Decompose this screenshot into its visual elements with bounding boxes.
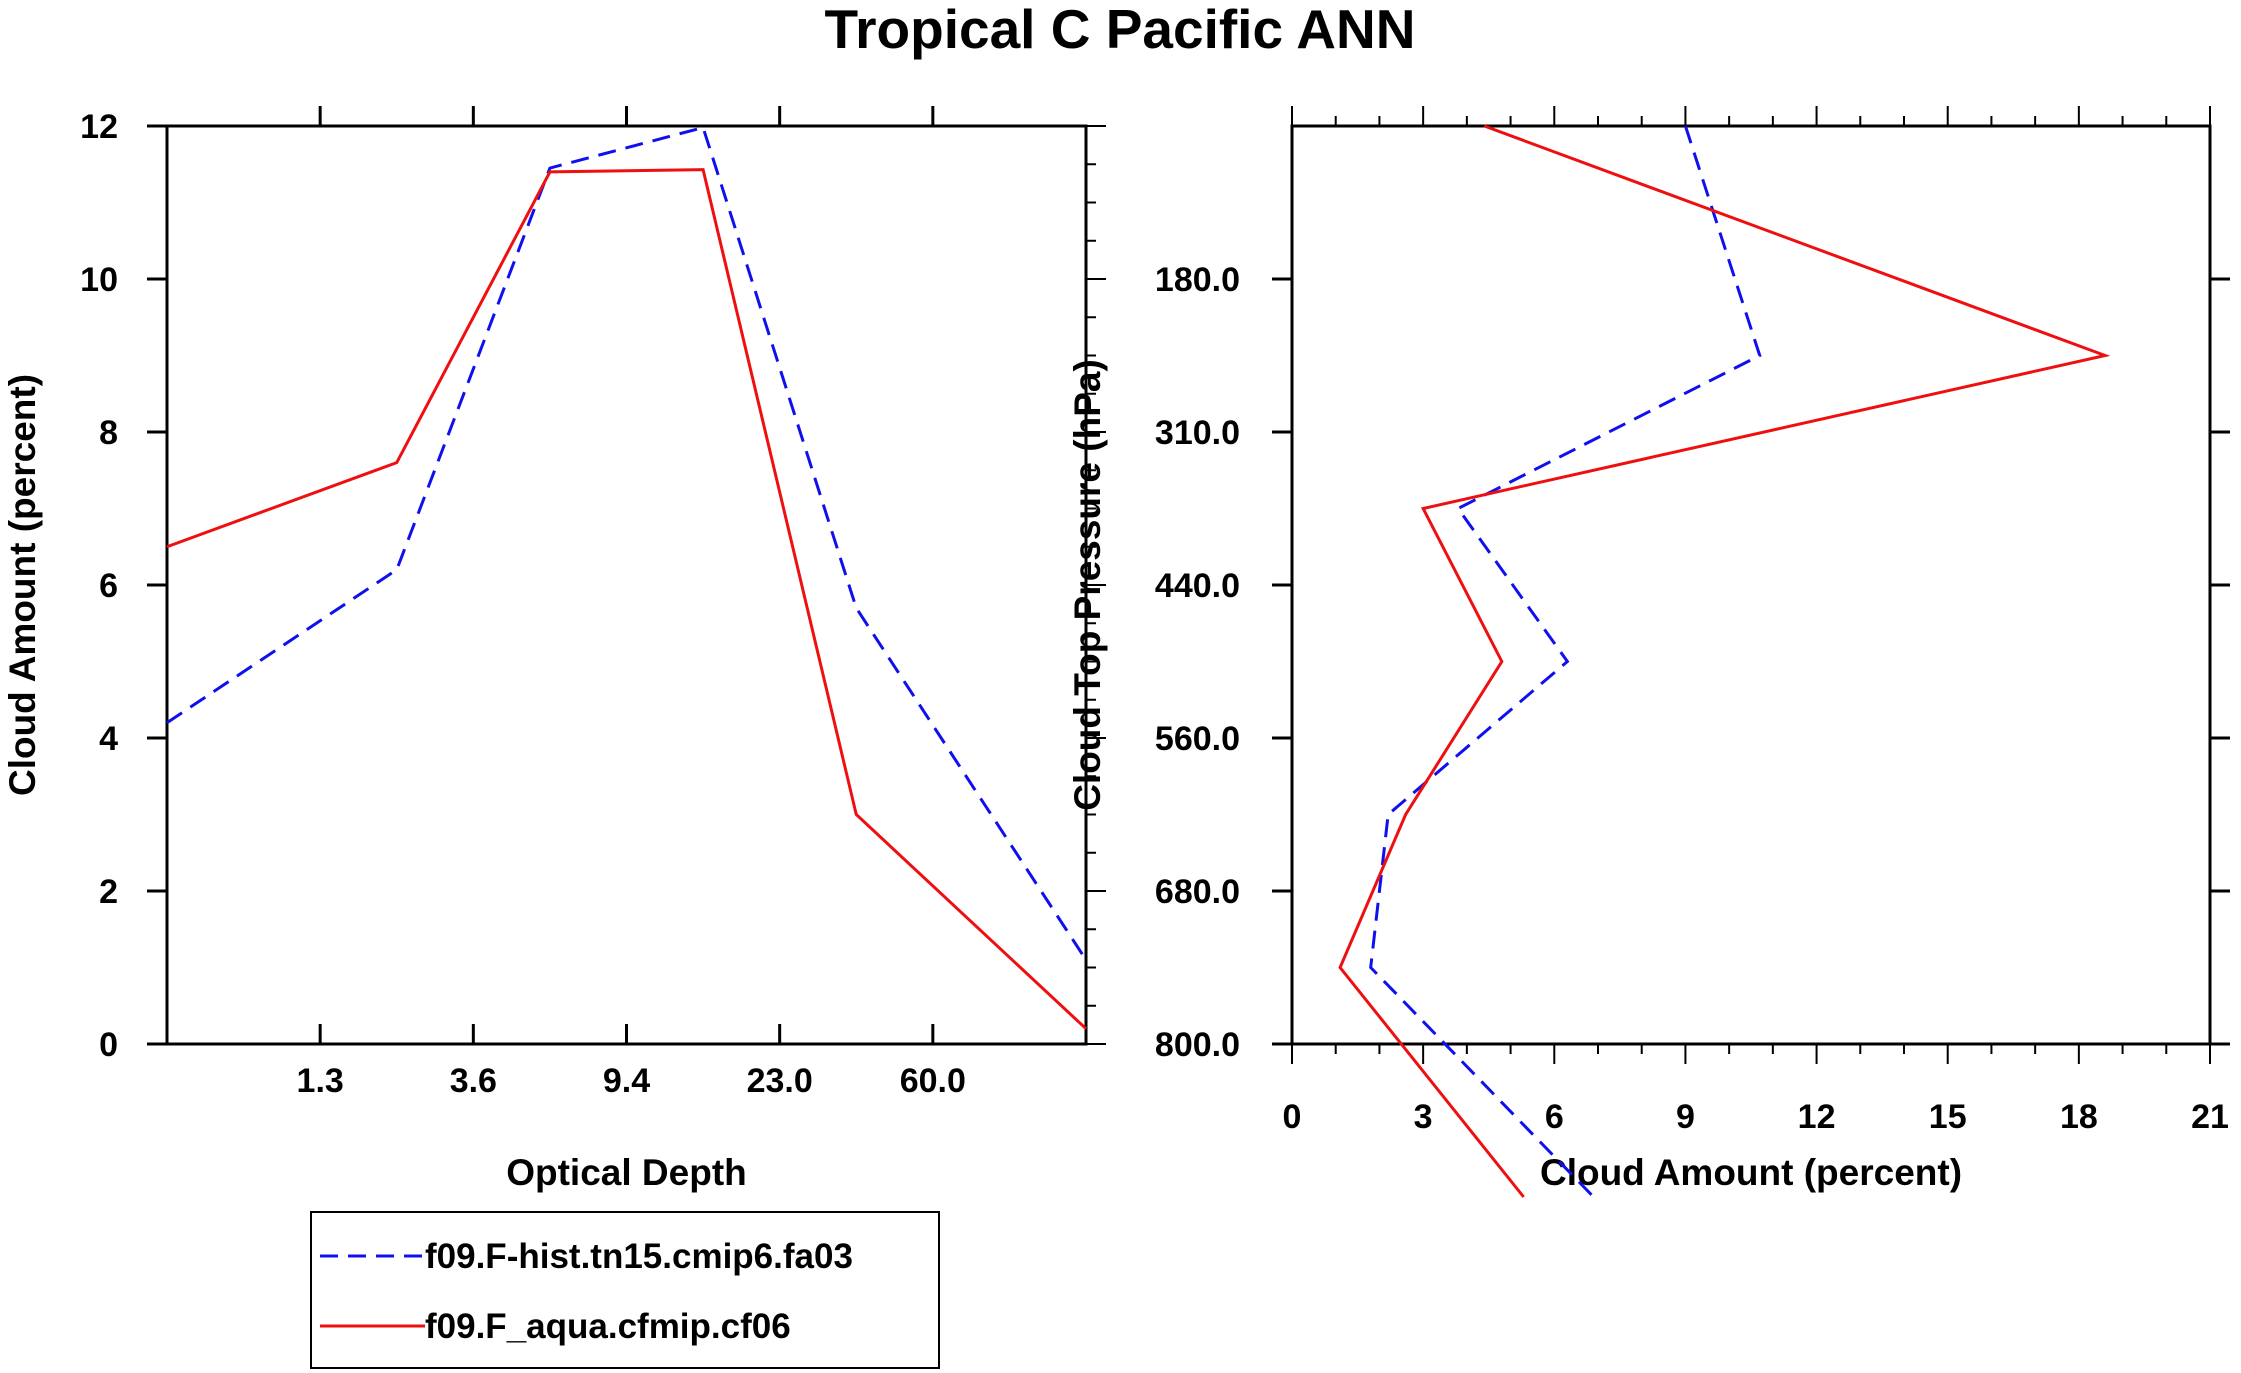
right-series-line-0 <box>1369 125 1762 1199</box>
right-y-tick-label: 440.0 <box>1155 567 1240 605</box>
right-x-tick-label: 18 <box>2060 1098 2098 1136</box>
left-y-tick-label: 2 <box>99 873 118 911</box>
right-x-tick-label: 21 <box>2191 1098 2229 1136</box>
left-x-tick-label: 9.4 <box>603 1062 650 1100</box>
right-x-tick-label: 12 <box>1798 1098 1836 1136</box>
left-series-line-1 <box>166 168 1088 1030</box>
right-panel: 0 3 6 9 12 15 18 21 180.0 310.0 440.0 560.0 680.0 800… <box>1067 106 2230 1199</box>
left-x-tick-label: 60.0 <box>900 1062 966 1100</box>
left-x-axis-label: Optical Depth <box>506 1152 747 1193</box>
left-y-axis-label: Cloud Amount (percent) <box>2 374 43 796</box>
right-y-tick-label: 310.0 <box>1155 414 1240 452</box>
left-y-tick-label: 6 <box>99 567 118 605</box>
right-x-tick-label: 0 <box>1283 1098 1302 1136</box>
left-x-tick-label: 3.6 <box>450 1062 497 1100</box>
right-x-axis-label: Cloud Amount (percent) <box>1540 1152 1962 1193</box>
left-y-tick-label: 0 <box>99 1026 118 1064</box>
right-x-tick-label: 3 <box>1414 1098 1433 1136</box>
right-series-line-1 <box>1338 124 2111 1198</box>
left-y-tick-label: 8 <box>99 414 118 452</box>
legend-label-1: f09.F_aqua.cfmip.cf06 <box>425 1307 791 1346</box>
left-panel: 1.3 3.6 9.4 23.0 60.0 0 2 4 6 8 10 12 Optical Depth C… <box>2 106 1106 1193</box>
left-x-tick-label: 23.0 <box>747 1062 813 1100</box>
left-y-tick-label: 12 <box>80 108 118 146</box>
legend-box <box>310 1211 940 1369</box>
legend-label-0: f09.F-hist.tn15.cmip6.fa03 <box>425 1237 853 1276</box>
right-y-tick-label: 560.0 <box>1155 720 1240 758</box>
left-y-tick-label: 4 <box>99 720 118 758</box>
left-series-line-0 <box>166 125 1088 961</box>
right-x-tick-label: 6 <box>1545 1098 1564 1136</box>
left-x-tick-label: 1.3 <box>297 1062 344 1100</box>
left-y-tick-label: 10 <box>80 261 118 299</box>
right-plot-frame <box>1290 124 2212 1046</box>
legend: f09.F-hist.tn15.cmip6.fa03 f09.F_aqua.cf… <box>310 1211 940 1369</box>
left-plot-frame <box>165 124 1088 1046</box>
right-y-tick-label: 180.0 <box>1155 261 1240 299</box>
right-x-tick-label: 9 <box>1676 1098 1695 1136</box>
chart-title: Tropical C Pacific ANN <box>825 0 1416 60</box>
right-x-tick-label: 15 <box>1929 1098 1967 1136</box>
right-y-tick-label: 680.0 <box>1155 873 1240 911</box>
right-y-tick-label: 800.0 <box>1155 1026 1240 1064</box>
right-y-axis-label: Cloud Top Pressure (hPa) <box>1067 359 1108 811</box>
